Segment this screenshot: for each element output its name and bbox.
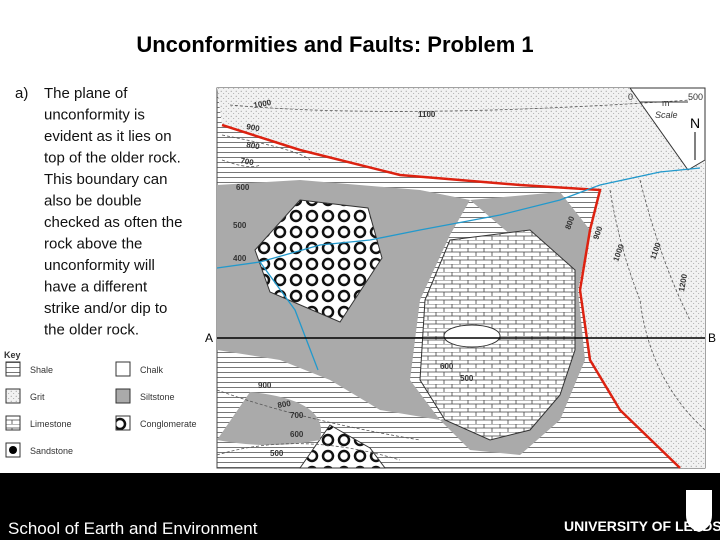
legend-swatch	[5, 361, 21, 377]
conglomerate-unit	[254, 199, 383, 323]
legend-label: Shale	[30, 365, 53, 375]
contour-label: 1000	[253, 98, 273, 110]
geological-map: 1000110090080070060050040090080070060050…	[205, 87, 716, 469]
text-line: This boundary can	[44, 171, 167, 188]
text-line: checked as often the	[44, 214, 182, 231]
contour-label: 1100	[418, 110, 436, 119]
text-line: evident as it lies on	[44, 128, 172, 145]
legend-swatch	[115, 415, 131, 431]
unconformity-line	[221, 123, 681, 469]
contour-label: 500	[233, 221, 247, 230]
legend-label: Chalk	[140, 365, 164, 375]
scale-unit: m	[662, 98, 670, 108]
legend-swatch-dot	[9, 446, 17, 454]
north-label: N	[690, 115, 700, 131]
text-line: unconformity is	[44, 107, 145, 124]
contour-label: 600	[440, 362, 454, 371]
legend-label: Conglomerate	[140, 419, 197, 429]
siltstone-unit	[217, 392, 322, 445]
scale-start: 0	[628, 92, 633, 102]
legend-swatch	[115, 361, 131, 377]
text-line: top of the older rock.	[44, 150, 181, 167]
footer-bar	[0, 473, 720, 540]
scale-box	[629, 87, 706, 171]
text-line: rock above the	[44, 236, 142, 253]
contour-label: 600	[290, 430, 304, 439]
item-marker: a)	[15, 85, 28, 102]
text-line: also be double	[44, 193, 142, 210]
contour-label: 400	[233, 254, 247, 263]
rivers	[216, 167, 701, 371]
contour-label: 900	[258, 381, 272, 390]
school-name: School of Earth and Environment	[8, 519, 258, 538]
scale-end: 500	[688, 92, 703, 102]
legend-label: Siltstone	[140, 392, 175, 402]
contour-label: 500	[460, 374, 474, 383]
text-line: unconformity will	[44, 257, 155, 274]
legend-label: Sandstone	[30, 446, 73, 456]
slide-title: Unconformities and Faults: Problem 1	[136, 32, 533, 57]
text-line: have a different	[44, 279, 148, 296]
text-line: strike and/or dip to	[44, 300, 167, 317]
section-start: A	[205, 331, 213, 345]
contour-label: 800	[277, 399, 292, 410]
legend: Key Shale Chalk Grit Siltstone Limestone Cong…	[4, 350, 197, 458]
legend-title: Key	[4, 350, 21, 360]
scale-caption: Scale	[655, 110, 678, 120]
contour-label: 500	[270, 449, 284, 458]
section-end: B	[708, 331, 716, 345]
contour-label: 900	[591, 225, 604, 241]
legend-label: Grit	[30, 392, 45, 402]
text-line: The plane of	[44, 85, 128, 102]
university-crest	[686, 490, 712, 532]
university-name: UNIVERSITY OF LEEDS	[564, 518, 720, 534]
legend-swatch	[5, 415, 21, 431]
chalk-outcrop	[443, 324, 501, 348]
contours	[216, 99, 706, 461]
contour-label: 800	[563, 215, 576, 231]
contour-label: 900	[246, 122, 261, 133]
contour-label: 1200	[677, 273, 689, 293]
contour-label: 700	[290, 411, 304, 420]
legend-swatch	[5, 388, 21, 404]
contour-label: 800	[246, 140, 261, 151]
legend-swatch	[115, 388, 131, 404]
grit-unit	[217, 88, 705, 468]
contour-label: 700	[240, 156, 255, 167]
text-line: the older rock.	[44, 322, 139, 339]
explanation: a) The plane of unconformity is evident as…	[15, 85, 182, 339]
contour-label: 600	[236, 183, 250, 192]
legend-label: Limestone	[30, 419, 72, 429]
